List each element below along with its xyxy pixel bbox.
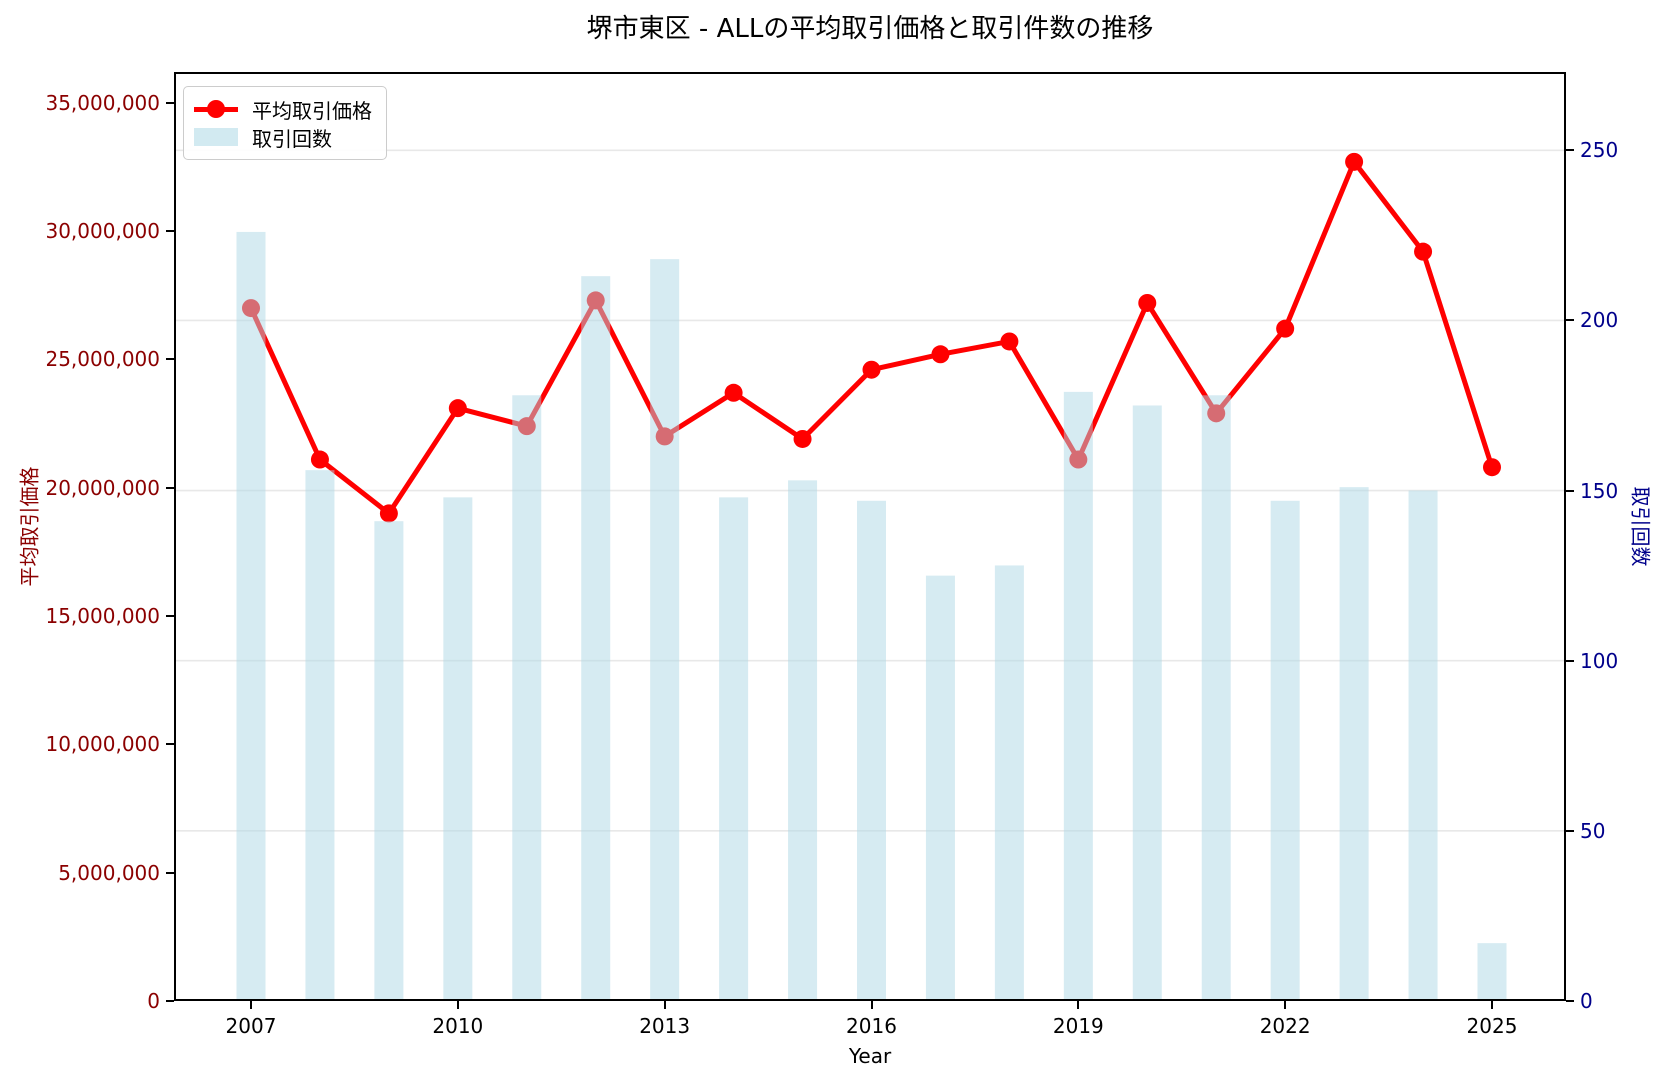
x-tick-label-2007: 2007 (225, 1014, 277, 1038)
x-tick-label-2013: 2013 (639, 1014, 691, 1038)
transaction-bar-2007 (236, 231, 266, 1001)
x-tick (1491, 1001, 1493, 1009)
price-line (248, 159, 1495, 516)
price-point-2018 (1000, 332, 1019, 351)
x-tick-label-2019: 2019 (1052, 1014, 1104, 1038)
price-point-2009 (379, 504, 398, 523)
price-point-2024 (1414, 242, 1433, 261)
x-tick (456, 1001, 459, 1009)
y-right-tick (1566, 319, 1574, 322)
transaction-bar-2025 (1477, 943, 1507, 1001)
plot-svg (174, 72, 1566, 1001)
x-tick (663, 1001, 666, 1009)
y-right-tick-label: 50 (1580, 818, 1606, 843)
x-tick (870, 1001, 873, 1009)
transaction-bar-2020 (1132, 405, 1162, 1001)
legend-label-price: 平均取引価格 (252, 98, 372, 123)
y-left-tick (166, 358, 174, 361)
chart-title: 堺市東区 - ALLの平均取引価格と取引件数の推移 (586, 14, 1154, 44)
transaction-bar-2021 (1201, 395, 1231, 1001)
transaction-bar-2008 (305, 470, 335, 1001)
y-left-tick (166, 871, 174, 874)
price-point-2016 (862, 360, 881, 379)
y-right-axis-title: 取引回数 (1628, 486, 1653, 567)
legend-item-price: 平均取引価格 (194, 95, 372, 123)
legend-bar-swatch (194, 128, 238, 146)
legend-item-count: 取引回数 (194, 123, 372, 151)
x-tick (1284, 1001, 1287, 1009)
y-left-tick (166, 615, 174, 618)
transaction-bar-2022 (1270, 500, 1300, 1001)
y-right-tick (1566, 149, 1574, 152)
x-axis-title: Year (848, 1044, 892, 1068)
y-right-tick (1566, 829, 1574, 832)
y-right-tick (1566, 1000, 1574, 1002)
y-left-tick (166, 1000, 174, 1002)
x-tick (250, 1001, 252, 1009)
y-right-tick-label: 250 (1580, 138, 1619, 163)
legend: 平均取引価格 取引回数 (183, 86, 387, 160)
transaction-bar-2024 (1408, 490, 1438, 1001)
price-point-2023 (1345, 152, 1364, 171)
x-tick-label-2010: 2010 (432, 1014, 484, 1038)
price-point-2014 (724, 383, 743, 402)
y-right-tick (1566, 659, 1574, 662)
y-left-tick-label: 20,000,000 (45, 475, 160, 500)
y-left-tick-label: 35,000,000 (45, 90, 160, 115)
price-point-2015 (793, 429, 812, 448)
y-left-tick (166, 743, 174, 746)
y-left-tick-label: 5,000,000 (58, 860, 160, 885)
transaction-bar-2010 (443, 497, 473, 1001)
price-point-2010 (448, 399, 467, 418)
transaction-bar-2012 (581, 276, 611, 1001)
y-right-tick-label: 0 (1580, 989, 1593, 1013)
x-tick-label-2025: 2025 (1466, 1014, 1518, 1038)
plot-area: 平均取引価格 取引回数 (174, 72, 1566, 1001)
y-right-tick-label: 200 (1580, 308, 1619, 333)
transaction-bar-2018 (994, 565, 1024, 1001)
legend-line-marker-swatch (194, 100, 238, 118)
y-left-tick-label: 25,000,000 (45, 347, 160, 372)
y-left-tick-label: 30,000,000 (45, 219, 160, 244)
plot-border (174, 72, 1566, 1001)
transaction-bar-2011 (512, 395, 542, 1001)
y-right-tick (1566, 489, 1574, 492)
x-tick-label-2022: 2022 (1259, 1014, 1311, 1038)
transaction-bar-2009 (374, 521, 404, 1001)
transaction-bar-2017 (925, 575, 955, 1001)
legend-label-count: 取引回数 (252, 126, 332, 151)
y-left-tick (166, 101, 174, 104)
price-point-2008 (310, 450, 329, 469)
transaction-bar-2015 (788, 480, 818, 1001)
y-left-tick-label: 0 (147, 989, 160, 1013)
price-point-2020 (1138, 293, 1157, 312)
price-point-2025 (1483, 458, 1501, 477)
legend-marker-dot (207, 100, 225, 118)
y-left-tick-label: 15,000,000 (45, 604, 160, 629)
transaction-bar-2014 (719, 497, 749, 1001)
y-left-tick-label: 10,000,000 (45, 732, 160, 757)
x-tick (1077, 1001, 1080, 1009)
transaction-bar-2023 (1339, 487, 1369, 1001)
y-left-tick (166, 230, 174, 233)
transaction-bar-2019 (1063, 391, 1093, 1001)
price-point-2022 (1276, 319, 1295, 338)
transaction-bar-2013 (650, 259, 680, 1001)
y-right-tick-label: 150 (1580, 478, 1619, 503)
price-point-2017 (931, 345, 950, 364)
y-left-tick (166, 486, 174, 489)
y-right-tick-label: 100 (1580, 648, 1619, 673)
transaction-bar-2016 (857, 500, 886, 1001)
x-tick-label-2016: 2016 (846, 1014, 897, 1038)
